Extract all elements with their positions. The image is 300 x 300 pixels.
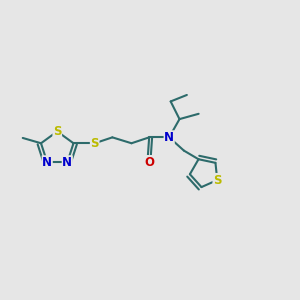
Text: S: S bbox=[53, 125, 61, 138]
Text: N: N bbox=[164, 131, 174, 144]
Text: O: O bbox=[144, 156, 154, 169]
Text: N: N bbox=[42, 156, 52, 169]
Text: N: N bbox=[62, 156, 72, 169]
Text: S: S bbox=[213, 174, 221, 187]
Text: S: S bbox=[90, 137, 99, 150]
